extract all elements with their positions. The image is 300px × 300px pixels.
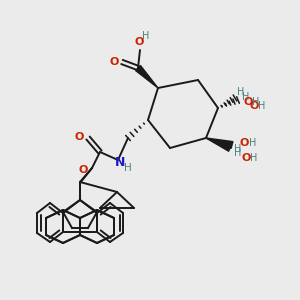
Text: O: O — [109, 57, 119, 67]
Text: H: H — [142, 31, 150, 41]
Text: O: O — [134, 37, 144, 47]
Text: O: O — [242, 153, 251, 163]
Text: O: O — [74, 132, 84, 142]
Text: O: O — [243, 97, 252, 107]
Text: H: H — [234, 144, 242, 154]
Text: H: H — [250, 153, 257, 163]
Text: H: H — [249, 138, 256, 148]
Text: H: H — [237, 87, 244, 97]
Text: O: O — [250, 101, 260, 111]
Polygon shape — [206, 138, 231, 151]
Text: H: H — [124, 163, 132, 173]
Text: N: N — [115, 155, 125, 169]
Polygon shape — [136, 65, 158, 88]
Text: H: H — [252, 97, 260, 107]
Text: H: H — [258, 101, 266, 111]
Text: O: O — [78, 165, 88, 175]
Text: H: H — [242, 92, 249, 102]
Text: H: H — [234, 148, 242, 158]
Polygon shape — [206, 138, 233, 148]
Text: O: O — [240, 138, 249, 148]
